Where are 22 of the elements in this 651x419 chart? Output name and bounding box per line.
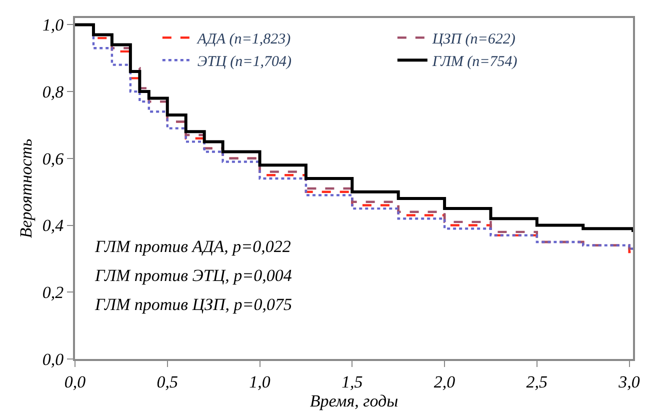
- y-tick-label: 1,0: [42, 16, 64, 35]
- legend-label: ЦЗП (n=622): [431, 32, 516, 48]
- x-tick-label: 2,0: [434, 372, 456, 392]
- x-tick-label: 1,0: [249, 372, 271, 392]
- y-tick-label: 0,4: [42, 216, 64, 236]
- x-axis-title: Время, годы: [310, 391, 398, 410]
- x-tick-label: 2,5: [526, 372, 548, 392]
- y-tick-label: 0,2: [42, 283, 64, 302]
- x-tick-label: 0,5: [156, 372, 178, 392]
- x-tick-label: 1,5: [342, 372, 363, 392]
- y-tick-label: 0,8: [42, 82, 64, 102]
- annotation: ГЛМ против АДА, p=0,022: [94, 237, 292, 256]
- annotation: ГЛМ против ЭТЦ, p=0,004: [94, 266, 292, 285]
- annotation: ГЛМ против ЦЗП, p=0,075: [94, 295, 292, 314]
- x-tick-label: 0,0: [64, 372, 86, 392]
- legend-label: ЭТЦ (n=1,704): [197, 54, 292, 70]
- y-axis-title: Вероятность: [16, 138, 36, 238]
- legend-label: ГЛМ (n=754): [431, 54, 518, 70]
- legend-label: АДА (n=1,823): [196, 32, 291, 48]
- y-tick-label: 0,0: [42, 350, 64, 369]
- y-tick-label: 0,6: [42, 149, 64, 168]
- x-tick-label: 3,0: [618, 372, 640, 392]
